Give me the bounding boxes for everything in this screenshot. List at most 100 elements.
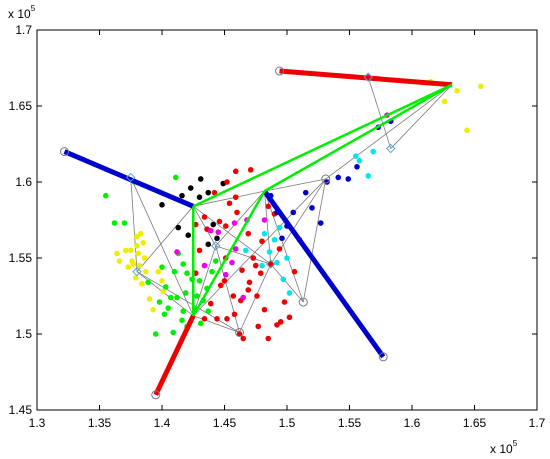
x-tick-label-6: 1.6 [404,416,421,430]
black-point-7 [205,189,212,196]
blue-point-9 [335,174,342,181]
magenta-point-0 [174,249,180,255]
node-diamond-marker-1 [126,172,136,183]
mesh-edge-29 [215,245,271,265]
node-circle-marker-15 [151,390,161,400]
magenta-point-8 [240,294,247,301]
x-multiplier-exponent: 5 [512,439,518,448]
red-point-25 [276,246,283,252]
green-thick-segment-7 [263,83,453,193]
red-point-20 [261,306,268,313]
node-diamond-marker-8 [266,259,276,269]
red-point-22 [267,261,274,267]
green-point-30 [209,268,215,275]
node-markers [60,66,396,400]
node-circle-marker-0 [60,147,69,157]
red-point-38 [214,316,220,322]
blue-point-6 [309,205,315,211]
mesh-edge-16 [270,263,304,303]
y-multiplier-exponent: 5 [30,4,36,13]
x-tick-label-4: 1.5 [279,416,296,430]
yellow-point-15 [141,255,148,261]
yellow-point-3 [125,264,132,270]
yellow-point-24 [454,88,460,94]
red-point-46 [196,247,203,254]
thick-segments [63,68,453,396]
magenta-point-1 [201,262,208,269]
yellow-point-17 [146,296,153,302]
cyan-point-7 [280,276,287,283]
x-tick-label-2: 1.4 [154,416,171,430]
cyan-point-1 [259,262,265,269]
yellow-point-7 [132,274,139,281]
magenta-point-3 [215,229,222,235]
y-tick-label-4: 1.65 [9,99,33,113]
mesh-edge-9 [193,315,240,333]
mesh-edge-27 [239,263,272,333]
mesh-edge-20 [390,84,453,149]
cyan-point-12 [365,173,372,179]
black-point-11 [205,241,212,248]
red-point-31 [240,335,247,342]
green-thick-segment-6 [192,190,266,317]
node-diamond-marker-11 [386,143,396,154]
red-point-33 [257,270,264,277]
red-point-26 [277,319,284,325]
mesh-edge-8 [192,245,217,316]
node-circle-marker-9 [298,297,308,307]
yellow-point-26 [477,83,484,90]
red-point-19 [259,238,265,245]
green-point-17 [182,290,189,296]
black-point-3 [185,232,192,238]
green-point-13 [174,294,180,301]
cyan-point-10 [352,153,359,159]
mesh-edge-18 [302,178,327,303]
red-point-4 [224,179,230,185]
blue-point-4 [290,209,297,216]
green-point-2 [121,220,128,226]
yellow-point-14 [140,240,147,246]
magenta-point-7 [232,246,239,252]
red-point-9 [236,331,243,337]
node-circle-marker-10 [321,174,331,184]
red-point-42 [221,278,228,284]
mesh-edge-19 [325,84,453,180]
x-tick-label-7: 1.65 [463,416,487,430]
yellow-point-23 [441,98,448,105]
green-point-1 [111,220,118,226]
cyan-point-8 [284,255,290,261]
red-point-10 [239,267,245,273]
yellow-point-11 [136,262,143,269]
red-point-17 [254,293,260,299]
cyan-point-13 [370,148,377,155]
mesh-edge-28 [130,177,194,316]
red-point-34 [265,335,272,342]
x-tick-label-0: 1.3 [29,416,46,430]
red-point-2 [222,223,229,229]
green-point-24 [197,320,204,327]
node-circle-marker-14 [275,66,284,76]
green-point-0 [102,192,109,199]
y-tick-label-1: 1.5 [15,327,32,341]
mesh-edge-7 [192,206,217,247]
red-thick-segment-2 [153,314,196,396]
cyan-point-0 [242,247,249,254]
green-point-7 [161,311,168,318]
red-point-44 [201,214,208,220]
cyan-point-6 [276,224,283,231]
green-point-15 [179,317,185,324]
x-multiplier-text: x 10 [490,442,513,456]
magenta-point-10 [261,217,268,223]
green-point-6 [156,299,163,305]
cyan-point-4 [271,236,278,243]
x-axis-multiplier: x 105 [490,439,518,456]
cyan-point-9 [286,290,293,296]
green-point-23 [196,278,203,284]
mesh-edge-3 [136,206,194,272]
yellow-point-1 [116,258,123,264]
red-point-16 [252,262,259,269]
axes: 1.3 1.35 1.4 1.45 1.5 1.55 1.6 1.65 1.7 1.45 1.5 1.… [9,23,546,430]
black-point-5 [196,194,203,200]
blue-point-2 [279,235,285,242]
red-point-41 [217,282,224,289]
